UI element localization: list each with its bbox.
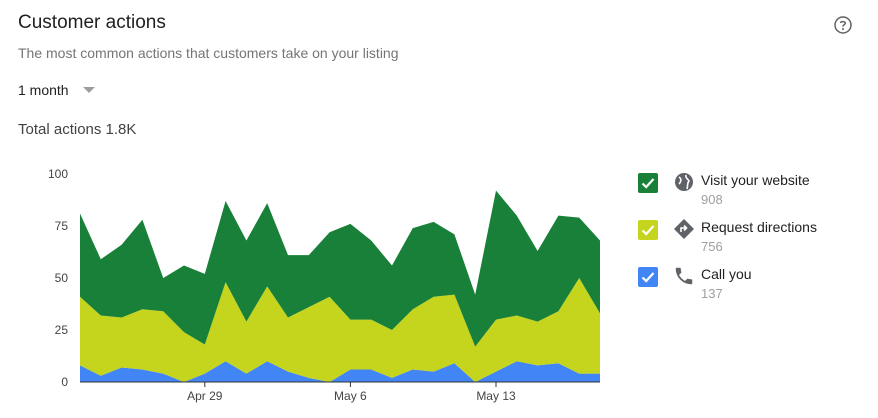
time-range-dropdown[interactable]: 1 month <box>18 82 95 98</box>
x-tick-label: Apr 29 <box>187 389 223 403</box>
phone-icon <box>673 265 695 287</box>
series-area-request-directions <box>80 278 600 382</box>
legend-count-website: 908 <box>701 192 723 207</box>
y-tick-label: 100 <box>48 167 68 181</box>
y-tick-label: 50 <box>55 271 69 285</box>
globe-icon <box>673 171 695 193</box>
total-actions: Total actions 1.8K <box>18 121 137 138</box>
chevron-down-icon <box>82 87 95 93</box>
legend-label-website: Visit your website <box>701 172 810 188</box>
directions-series-checkbox[interactable] <box>638 220 658 240</box>
y-tick-label: 75 <box>55 219 69 233</box>
page-subtitle: The most common actions that customers t… <box>18 45 399 61</box>
legend-label-directions: Request directions <box>701 219 817 235</box>
time-range-value: 1 month <box>18 82 69 98</box>
series-area-visit-your-website <box>80 190 600 347</box>
actions-area-chart: 0 25 50 75 100 Apr 29 May 6 May 13 <box>48 167 600 403</box>
series-area-call-you <box>80 361 600 382</box>
y-tick-label: 0 <box>61 375 68 389</box>
legend-count-call: 137 <box>701 286 723 301</box>
x-tick-label: May 13 <box>476 389 516 403</box>
y-tick-label: 25 <box>55 323 69 337</box>
legend-label-call: Call you <box>701 266 752 282</box>
directions-icon <box>673 218 695 240</box>
call-series-checkbox[interactable] <box>638 267 658 287</box>
help-icon[interactable] <box>834 16 852 34</box>
legend-count-directions: 756 <box>701 239 723 254</box>
website-series-checkbox[interactable] <box>638 173 658 193</box>
x-tick-label: May 6 <box>334 389 367 403</box>
page-title: Customer actions <box>18 12 166 33</box>
